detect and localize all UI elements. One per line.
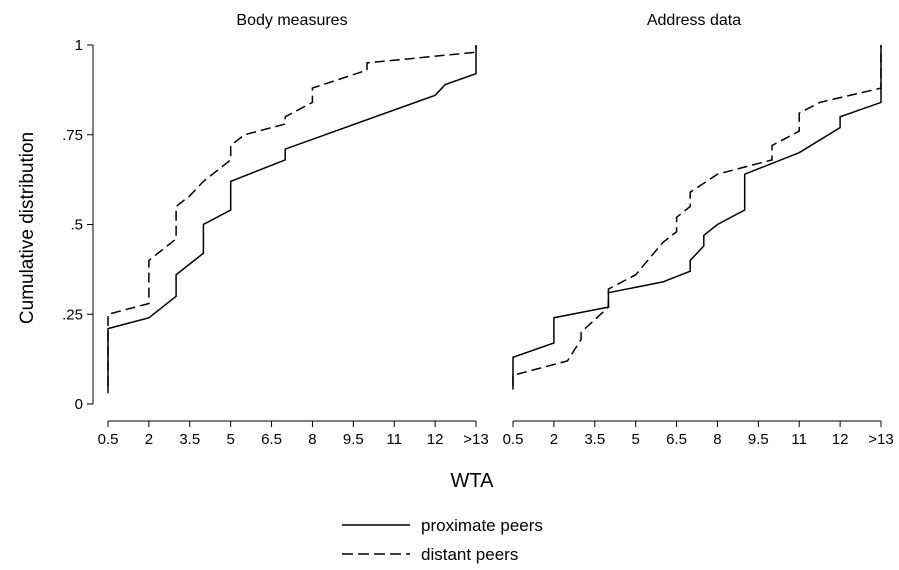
x-tick-label: 2 bbox=[550, 431, 558, 448]
x-tick-label: 6.5 bbox=[666, 431, 687, 448]
panel-title: Address data bbox=[647, 12, 741, 29]
x-tick-label: 9.5 bbox=[748, 431, 769, 448]
y-tick-label: 0 bbox=[75, 396, 83, 413]
legend-label-distant: distant peers bbox=[421, 545, 518, 564]
x-tick-label: 11 bbox=[791, 431, 807, 448]
x-tick-label: 8 bbox=[713, 431, 721, 448]
x-tick-label: 12 bbox=[832, 431, 849, 448]
x-tick-label: 3.5 bbox=[584, 431, 605, 448]
series-line-proximate bbox=[107, 45, 477, 394]
x-tick-label: 9.5 bbox=[343, 431, 364, 448]
x-tick-label: 12 bbox=[427, 431, 444, 448]
x-tick-label: 0.5 bbox=[98, 431, 119, 448]
x-tick-label: 3.5 bbox=[179, 431, 200, 448]
x-tick-label: >13 bbox=[868, 431, 893, 448]
x-tick-label: 11 bbox=[386, 431, 402, 448]
y-tick-label: 1 bbox=[75, 37, 83, 54]
panel-1: Address data 0.5 2 3.5 5 6.5 8 9.5 11 12 >13 bbox=[503, 12, 894, 448]
legend-item-proximate: proximate peers bbox=[342, 516, 543, 535]
legend-label-proximate: proximate peers bbox=[421, 516, 543, 535]
series-line-proximate bbox=[512, 45, 882, 390]
y-tick-label: .5 bbox=[70, 217, 83, 234]
x-tick-label: >13 bbox=[463, 431, 488, 448]
legend-item-distant: distant peers bbox=[342, 545, 518, 564]
x-tick-label: 8 bbox=[308, 431, 316, 448]
panel-title: Body measures bbox=[236, 12, 347, 29]
y-axis-label: Cumulative distribution bbox=[17, 132, 38, 324]
x-tick-label: 2 bbox=[145, 431, 153, 448]
series-line-distant bbox=[512, 45, 882, 387]
x-tick-label: 0.5 bbox=[503, 431, 524, 448]
x-tick-label: 6.5 bbox=[261, 431, 282, 448]
x-axis-label: WTA bbox=[451, 470, 495, 492]
panel-0: Body measures 0.5 2 3.5 5 6.5 8 9.5 11 12 >13 0 .25.… bbox=[62, 12, 489, 448]
y-tick-label: .75 bbox=[62, 127, 83, 144]
series-line-distant bbox=[107, 45, 477, 387]
legend: proximate peers distant peers bbox=[342, 516, 543, 564]
y-tick-label: .25 bbox=[62, 306, 83, 323]
x-tick-label: 5 bbox=[631, 431, 639, 448]
x-tick-label: 5 bbox=[226, 431, 234, 448]
